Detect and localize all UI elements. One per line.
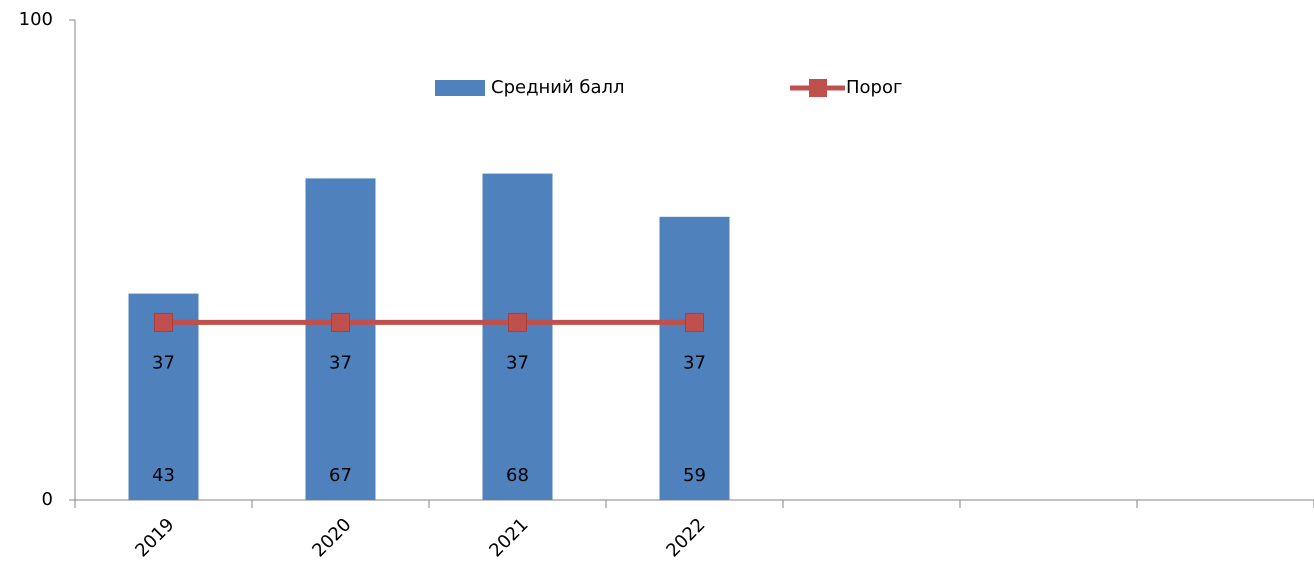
marker [331, 312, 350, 332]
data-label: 37 [329, 352, 352, 373]
bar [482, 173, 553, 500]
x-tick-label: 2020 [308, 514, 355, 561]
marker [685, 312, 704, 332]
legend-label: Средний балл [491, 77, 625, 98]
data-label: 37 [152, 352, 175, 373]
x-tick-label: 2019 [131, 514, 178, 561]
legend-swatch [435, 80, 485, 96]
bar [659, 216, 730, 501]
data-label: 37 [683, 352, 706, 373]
bar [305, 178, 376, 500]
marker [154, 312, 173, 332]
data-label: 59 [683, 465, 706, 486]
marker [508, 312, 527, 332]
legend-marker [809, 79, 827, 97]
y-tick-label: 0 [42, 489, 53, 510]
x-tick-label: 2021 [485, 514, 532, 561]
data-label: 68 [506, 465, 529, 486]
data-label: 43 [152, 465, 175, 486]
x-tick-label: 2022 [662, 514, 709, 561]
y-tick-label: 100 [19, 9, 53, 30]
data-label: 67 [329, 465, 352, 486]
data-label: 37 [506, 352, 529, 373]
legend-label: Порог [846, 77, 902, 98]
